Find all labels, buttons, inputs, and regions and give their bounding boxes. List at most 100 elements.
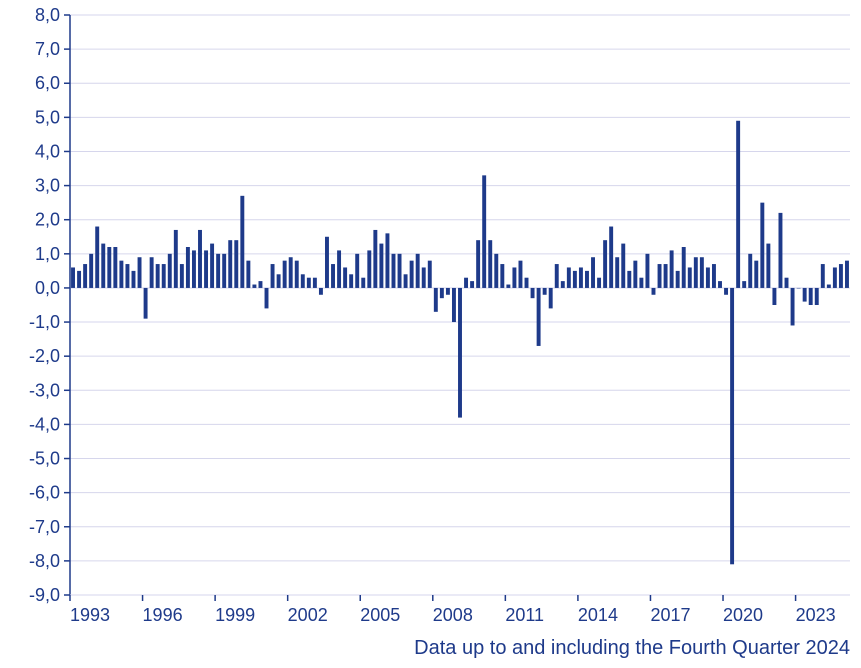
bar [797,288,801,289]
bar [561,281,565,288]
bar [77,271,81,288]
bar [748,254,752,288]
y-tick-label: 2,0 [35,210,60,230]
bar [700,257,704,288]
y-tick-label: -6,0 [29,483,60,503]
bar [210,244,214,288]
bar [821,264,825,288]
y-tick-label: 6,0 [35,73,60,93]
chart-caption: Data up to and including the Fourth Quar… [414,637,850,659]
bar [331,264,335,288]
bar [452,288,456,322]
quarterly-bar-chart: -9,0-8,0-7,0-6,0-5,0-4,0-3,0-2,0-1,00,01… [0,0,861,668]
bar [567,267,571,287]
bar [144,288,148,319]
bar [107,247,111,288]
bar [398,254,402,288]
bar [71,267,75,287]
bar [325,237,329,288]
bar [525,278,529,288]
bar [603,240,607,288]
x-tick-label: 2005 [360,605,400,625]
bar [694,257,698,288]
bar [833,267,837,287]
bar [446,288,450,295]
bar [392,254,396,288]
bar [579,267,583,287]
x-tick-label: 1996 [143,605,183,625]
bar [639,278,643,288]
bar [385,233,389,288]
y-tick-label: 7,0 [35,39,60,59]
bar [585,271,589,288]
bar [597,278,601,288]
bar [476,240,480,288]
bar [367,250,371,288]
bar [815,288,819,305]
bar [621,244,625,288]
bar [682,247,686,288]
bar [712,264,716,288]
bar [627,271,631,288]
bar [125,264,129,288]
y-tick-label: -4,0 [29,414,60,434]
bar [428,261,432,288]
y-tick-label: 0,0 [35,278,60,298]
bar [664,264,668,288]
bar [766,244,770,288]
bar [307,278,311,288]
bar [289,257,293,288]
y-tick-label: -2,0 [29,346,60,366]
bar [555,264,559,288]
bar [658,264,662,288]
bar [186,247,190,288]
bar [252,285,256,288]
bar [779,213,783,288]
bar [543,288,547,295]
bar [228,240,232,288]
bar [119,261,123,288]
bar [785,278,789,288]
bar [809,288,813,305]
bar [440,288,444,298]
y-tick-label: -8,0 [29,551,60,571]
bar [222,254,226,288]
bar [95,227,99,288]
bar [633,261,637,288]
y-tick-label: -3,0 [29,380,60,400]
bar [760,203,764,288]
bar [259,281,263,288]
bar [742,281,746,288]
bar [240,196,244,288]
bar [736,121,740,288]
y-tick-label: -1,0 [29,312,60,332]
bar [839,264,843,288]
bar [174,230,178,288]
bar [234,240,238,288]
bar [676,271,680,288]
bar [265,288,269,308]
bar [434,288,438,312]
bar [277,274,281,288]
bar [688,267,692,287]
bar [549,288,553,308]
bar [313,278,317,288]
x-tick-label: 2011 [505,605,544,625]
y-tick-label: -7,0 [29,517,60,537]
x-tick-label: 1999 [215,605,255,625]
bar [216,254,220,288]
x-tick-label: 2002 [288,605,328,625]
bar [464,278,468,288]
bar [373,230,377,288]
bar [512,267,516,287]
x-tick-label: 2008 [433,605,473,625]
bar [89,254,93,288]
bar [343,267,347,287]
bar [500,264,504,288]
bar [150,257,154,288]
y-tick-label: 5,0 [35,107,60,127]
bar [652,288,656,295]
bar [506,285,510,288]
bar [494,254,498,288]
bar [615,257,619,288]
